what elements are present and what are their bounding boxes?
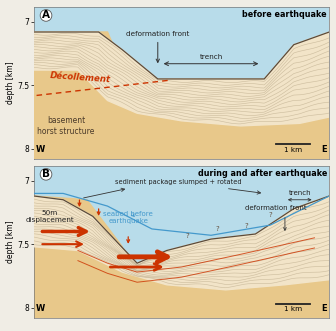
- Text: E: E: [321, 304, 327, 313]
- Text: Décollement: Décollement: [50, 71, 111, 84]
- Text: during and after earthquake: during and after earthquake: [198, 169, 327, 178]
- Polygon shape: [34, 32, 137, 159]
- Text: 1 km: 1 km: [284, 307, 302, 312]
- Text: deformation front: deformation front: [245, 205, 307, 211]
- Text: ?: ?: [268, 212, 272, 218]
- Polygon shape: [34, 70, 329, 159]
- Text: E: E: [321, 145, 327, 154]
- Polygon shape: [34, 196, 329, 290]
- Text: trench: trench: [199, 54, 223, 60]
- Text: sediment package slumped + rotated: sediment package slumped + rotated: [115, 178, 242, 185]
- Text: deformation front: deformation front: [126, 31, 190, 37]
- Text: ?: ?: [185, 233, 189, 239]
- Text: ?: ?: [245, 223, 248, 229]
- Text: ?: ?: [215, 226, 219, 232]
- Text: before earthquake: before earthquake: [242, 11, 327, 20]
- Text: W: W: [36, 145, 45, 154]
- Y-axis label: depth [km]: depth [km]: [5, 220, 14, 263]
- Text: 50m
displacement: 50m displacement: [26, 210, 74, 223]
- Polygon shape: [34, 247, 329, 318]
- Text: W: W: [36, 304, 45, 313]
- Text: 1 km: 1 km: [284, 147, 302, 153]
- Text: basement
horst structure: basement horst structure: [37, 116, 95, 136]
- Text: seabed before
earthquake: seabed before earthquake: [103, 211, 153, 224]
- Text: A: A: [42, 11, 50, 21]
- Y-axis label: depth [km]: depth [km]: [5, 62, 14, 104]
- Polygon shape: [34, 32, 329, 126]
- Text: B: B: [42, 169, 50, 179]
- Text: trench: trench: [288, 190, 311, 196]
- Polygon shape: [34, 196, 122, 318]
